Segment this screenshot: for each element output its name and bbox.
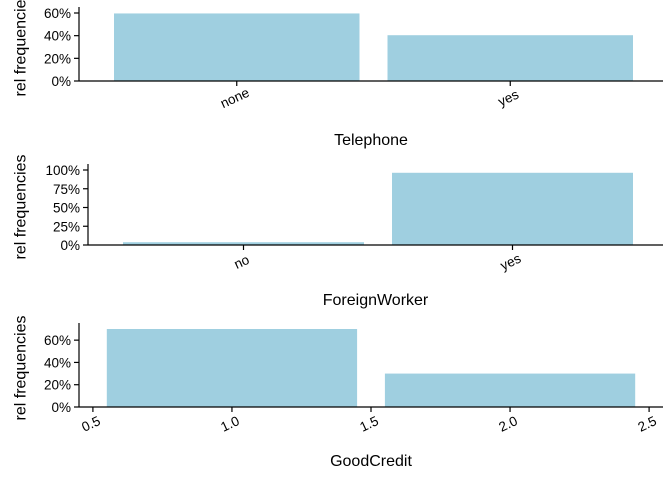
x-axis-title: ForeignWorker <box>323 292 429 309</box>
y-tick-label: 0% <box>51 74 71 89</box>
chart-panel-2: no yes 0% 25% 50% 75% 100% ForeignWorker rel fre… <box>13 155 663 309</box>
bar-none <box>114 13 360 82</box>
x-tick-label: 2.5 <box>636 413 659 435</box>
x-tick-label: 1.5 <box>357 413 380 435</box>
x-tick-label: yes <box>498 251 524 274</box>
y-tick-label: 60% <box>44 6 71 21</box>
y-tick-label: 40% <box>44 29 71 44</box>
y-tick-label: 100% <box>45 163 80 178</box>
bar-yes <box>392 172 633 245</box>
y-tick-label: 0% <box>51 400 71 415</box>
chart-panel-3: 0.5 1.0 1.5 2.0 2.5 0% 20% 40% 60% GoodCredit rel … <box>13 316 663 470</box>
x-tick-label: 0.5 <box>79 413 102 435</box>
bar-no <box>123 242 364 245</box>
bar-2 <box>384 373 636 407</box>
y-tick-label: 60% <box>44 333 71 348</box>
y-axis-title: rel frequencies <box>13 155 30 260</box>
bar-yes <box>387 35 633 81</box>
y-tick-label: 20% <box>44 51 71 66</box>
x-tick-label: no <box>232 252 252 272</box>
y-axis-title: rel frequencies <box>13 0 30 96</box>
x-tick-label: yes <box>496 87 522 110</box>
y-tick-label: 25% <box>53 219 80 234</box>
x-axis-title: Telephone <box>334 132 408 149</box>
chart-panel-1: none yes 0% 20% 40% 60% Telephone rel frequenci… <box>13 0 663 149</box>
x-axis-title: GoodCredit <box>330 453 412 470</box>
y-tick-label: 50% <box>53 201 80 216</box>
bar-1 <box>106 329 358 407</box>
x-tick-label: 1.0 <box>218 413 241 435</box>
y-axis-title: rel frequencies <box>13 316 30 421</box>
y-tick-label: 0% <box>60 238 80 253</box>
y-tick-label: 20% <box>44 378 71 393</box>
y-tick-label: 75% <box>53 182 80 197</box>
y-tick-label: 40% <box>44 355 71 370</box>
x-tick-label: none <box>218 85 252 111</box>
x-tick-label: 2.0 <box>496 413 519 435</box>
